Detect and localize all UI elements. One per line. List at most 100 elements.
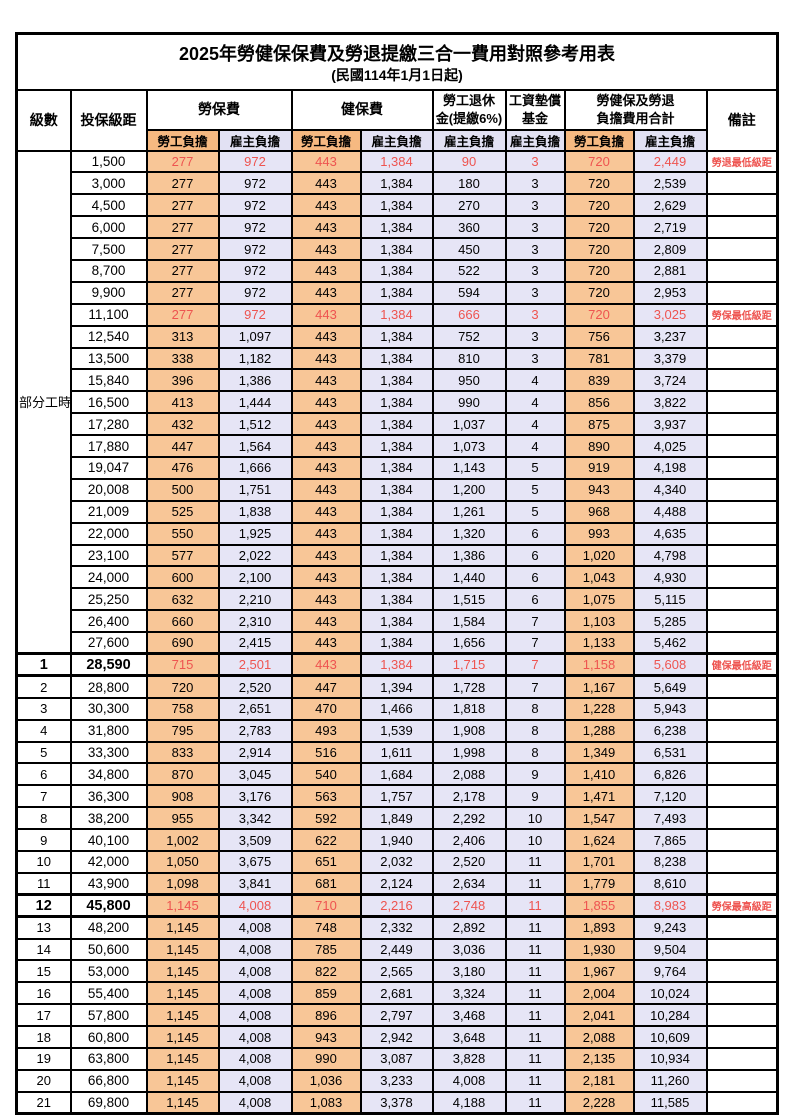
- cell-fund-employer: 7: [504, 652, 566, 678]
- cell-bracket: 9,900: [69, 280, 148, 305]
- table-row: 部分工時 1,500 277 972 443 1,384 90 3 720 2,449 勞退最低級距: [15, 149, 779, 655]
- header-total: 勞健保及勞退 負擔費用合計: [563, 88, 708, 131]
- cell-health-employer: 1,384: [359, 215, 434, 240]
- cell-health-employer: 1,384: [359, 149, 434, 174]
- cell-remark: [705, 324, 779, 349]
- cell-total-employer: 11,585: [632, 1090, 708, 1115]
- cell-labor-employee: 277: [145, 302, 220, 327]
- cell-total-employer: 5,943: [632, 696, 708, 721]
- cell-remark: 勞保最高級距: [705, 893, 779, 919]
- title-cell: 2025年勞健保保費及勞退提繳三合一費用對照參考用表 (民國114年1月1日起): [15, 32, 779, 91]
- cell-pension-employer: 2,748: [431, 893, 507, 919]
- cell-total-employer: 9,504: [632, 937, 708, 962]
- cell-labor-employer: 2,310: [217, 609, 293, 634]
- cell-level: 4: [15, 718, 72, 743]
- cell-health-employer: 1,384: [359, 587, 434, 612]
- cell-labor-employee: 476: [145, 455, 220, 480]
- table-row: 5 33,300 833 2,914 516 1,611 1,998 8 1,349 6,531: [15, 740, 779, 765]
- table-row: 8,700 277 972 443 1,384 522 3 720 2,881: [17, 258, 779, 283]
- cell-pension-employer: 180: [431, 171, 507, 196]
- cell-remark: [705, 237, 779, 261]
- cell-remark: [705, 1025, 779, 1050]
- cell-pension-employer: 2,406: [431, 828, 507, 852]
- cell-health-employer: 1,384: [359, 368, 434, 393]
- cell-health-employee: 443: [290, 324, 362, 349]
- cell-fund-employer: 3: [504, 346, 566, 371]
- cell-health-employee: 443: [290, 609, 362, 634]
- table-row: 4 31,800 795 2,783 493 1,539 1,908 8 1,288 6,238: [15, 718, 779, 743]
- cell-fund-employer: 6: [504, 587, 566, 612]
- cell-labor-employer: 1,097: [217, 324, 293, 349]
- cell-total-employee: 2,088: [563, 1025, 635, 1050]
- cell-health-employer: 1,384: [359, 258, 434, 283]
- cell-fund-employer: 8: [504, 740, 566, 765]
- cell-total-employer: 4,930: [632, 565, 708, 590]
- header-row-groups: 級數 投保級距 勞保費 健保費 勞工退休 金(提繳6%) 工資墊償 基金 勞健保及勞…: [15, 88, 779, 152]
- cell-total-employer: 5,115: [632, 587, 708, 612]
- table-row: 9 40,100 1,002 3,509 622 1,940 2,406 10 1,624 7,8…: [15, 828, 779, 852]
- cell-health-employer: 3,087: [359, 1047, 434, 1071]
- cell-total-employee: 1,075: [563, 587, 635, 612]
- cell-pension-employer: 1,908: [431, 718, 507, 743]
- cell-bracket: 1,500: [69, 149, 148, 174]
- cell-total-employee: 1,624: [563, 828, 635, 852]
- cell-bracket: 45,800: [69, 893, 148, 919]
- cell-labor-employee: 908: [145, 784, 220, 809]
- cell-bracket: 15,840: [69, 368, 148, 393]
- cell-labor-employer: 3,509: [217, 828, 293, 852]
- cell-labor-employer: 3,675: [217, 850, 293, 874]
- cell-total-employer: 10,024: [632, 981, 708, 1006]
- page-subtitle: (民國114年1月1日起): [331, 66, 463, 83]
- cell-level: 8: [15, 806, 72, 831]
- cell-pension-employer: 810: [431, 346, 507, 371]
- cell-health-employee: 443: [290, 455, 362, 480]
- cell-remark: [705, 171, 779, 196]
- table-row: 11,100 277 972 443 1,384 666 3 720 3,025 勞保最低級距: [17, 302, 779, 327]
- cell-labor-employer: 1,838: [217, 499, 293, 524]
- cell-total-employee: 720: [563, 258, 635, 283]
- cell-pension-employer: 270: [431, 193, 507, 218]
- cell-health-employer: 2,216: [359, 893, 434, 919]
- cell-fund-employer: 11: [504, 893, 566, 919]
- cell-health-employee: 896: [290, 1003, 362, 1028]
- cell-bracket: 24,000: [69, 565, 148, 590]
- cell-health-employee: 443: [290, 302, 362, 327]
- table-row: 17,280 432 1,512 443 1,384 1,037 4 875 3,937: [17, 412, 779, 437]
- cell-labor-employee: 833: [145, 740, 220, 765]
- subheader-labor-employer: 雇主負擔: [217, 128, 293, 152]
- cell-labor-employer: 2,210: [217, 587, 293, 612]
- cell-labor-employee: 600: [145, 565, 220, 590]
- table-row: 21,009 525 1,838 443 1,384 1,261 5 968 4,488: [17, 499, 779, 524]
- cell-total-employee: 1,133: [563, 631, 635, 655]
- cell-labor-employer: 4,008: [217, 915, 293, 940]
- cell-labor-employer: 3,342: [217, 806, 293, 831]
- table-row: 3,000 277 972 443 1,384 180 3 720 2,539: [17, 171, 779, 196]
- cell-bracket: 6,000: [69, 215, 148, 240]
- cell-health-employee: 447: [290, 674, 362, 699]
- cell-health-employer: 1,384: [359, 280, 434, 305]
- cell-fund-employer: 11: [504, 1025, 566, 1050]
- cell-fund-employer: 3: [504, 258, 566, 283]
- cell-health-employer: 1,384: [359, 237, 434, 261]
- cell-bracket: 8,700: [69, 258, 148, 283]
- cell-total-employer: 3,237: [632, 324, 708, 349]
- cell-pension-employer: 3,324: [431, 981, 507, 1006]
- cell-total-employee: 1,103: [563, 609, 635, 634]
- cell-total-employee: 839: [563, 368, 635, 393]
- cell-labor-employee: 432: [145, 412, 220, 437]
- cell-level: 21: [15, 1090, 72, 1115]
- cell-level: 20: [15, 1068, 72, 1093]
- cell-labor-employee: 577: [145, 543, 220, 568]
- cell-bracket: 43,900: [69, 871, 148, 896]
- table-row: 23,100 577 2,022 443 1,384 1,386 6 1,020 4,798: [17, 543, 779, 568]
- cell-pension-employer: 1,584: [431, 609, 507, 634]
- cell-fund-employer: 7: [504, 631, 566, 655]
- cell-fund-employer: 3: [504, 193, 566, 218]
- cell-remark: [705, 521, 779, 546]
- cell-labor-employer: 972: [217, 237, 293, 261]
- cell-labor-employer: 1,182: [217, 346, 293, 371]
- cell-labor-employer: 2,415: [217, 631, 293, 655]
- cell-health-employee: 443: [290, 368, 362, 393]
- table-row: 19,047 476 1,666 443 1,384 1,143 5 919 4,198: [17, 455, 779, 480]
- cell-labor-employer: 4,008: [217, 893, 293, 919]
